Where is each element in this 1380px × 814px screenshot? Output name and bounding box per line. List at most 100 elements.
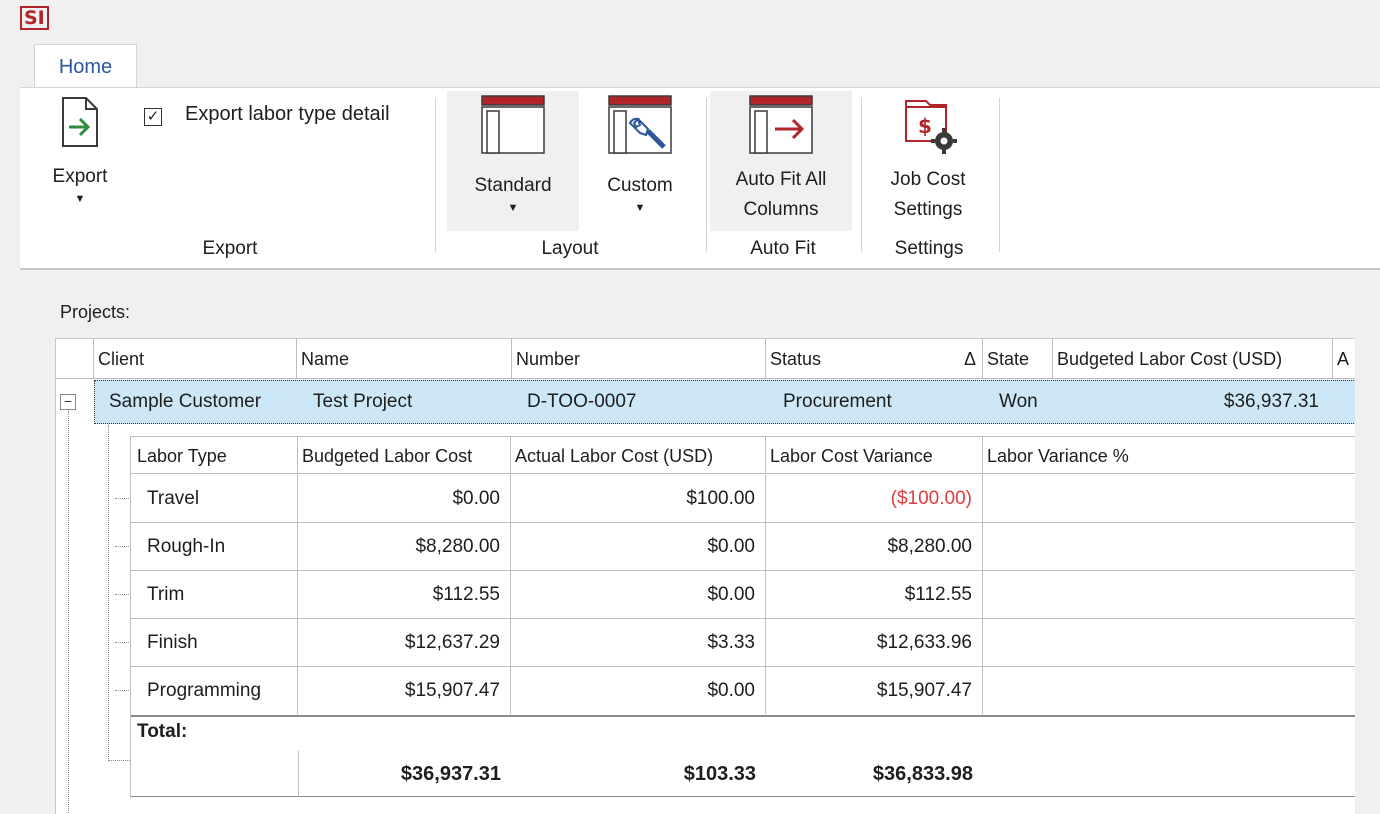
cell-variance-pct <box>983 619 1355 666</box>
projects-grid: Client Name Number Status Δ State Budget… <box>55 338 1355 814</box>
job-cost-settings-label-line1: Job Cost <box>890 169 966 190</box>
cell-status: Procurement <box>783 391 892 412</box>
cell-variance: $15,907.47 <box>766 667 983 714</box>
column-header-labor-cost-variance[interactable]: Labor Cost Variance <box>766 436 983 474</box>
cell-actual: $0.00 <box>511 571 766 618</box>
sort-ascending-icon: Δ <box>963 349 976 369</box>
svg-text:$: $ <box>918 114 932 138</box>
cell-labor-type: Programming <box>131 667 298 714</box>
table-row[interactable]: Programming $15,907.47 $0.00 $15,907.47 <box>131 667 1355 715</box>
total-row: Total: $36,937.31 $103.33 $36,833.98 <box>131 715 1355 797</box>
group-separator <box>435 98 436 252</box>
custom-layout-button[interactable]: Custom ▼ <box>590 91 690 231</box>
cell-budgeted: $0.00 <box>298 475 511 522</box>
cell-actual: $0.00 <box>511 523 766 570</box>
cell-variance-pct <box>983 571 1355 618</box>
job-cost-settings-button[interactable]: $ Job Cost Settings <box>870 91 986 231</box>
group-separator <box>861 98 862 252</box>
cell-budgeted: $8,280.00 <box>298 523 511 570</box>
tree-line <box>108 425 109 761</box>
projects-label: Projects: <box>60 302 131 322</box>
group-separator <box>706 98 707 252</box>
total-actual: $103.33 <box>683 763 756 785</box>
total-label: Total: <box>137 721 188 742</box>
cell-budgeted: $15,907.47 <box>298 667 511 714</box>
column-header-status[interactable]: Status Δ <box>766 339 983 379</box>
table-row[interactable]: Rough-In $8,280.00 $0.00 $8,280.00 <box>131 523 1355 571</box>
cell-client: Sample Customer <box>109 391 262 412</box>
cell-variance: $112.55 <box>766 571 983 618</box>
grid-header-spacer <box>56 339 94 379</box>
column-header-number[interactable]: Number <box>512 339 766 379</box>
tree-line <box>115 594 129 595</box>
cell-variance: $8,280.00 <box>766 523 983 570</box>
cell-variance-pct <box>983 523 1355 570</box>
cell-variance-pct <box>983 475 1355 522</box>
cell-actual: $100.00 <box>511 475 766 522</box>
table-row[interactable]: Trim $112.55 $0.00 $112.55 <box>131 571 1355 619</box>
group-label-layout: Layout <box>541 238 599 259</box>
export-icon <box>62 97 98 147</box>
cell-actual: $3.33 <box>511 619 766 666</box>
tree-line <box>115 690 129 691</box>
table-row[interactable]: Finish $12,637.29 $3.33 $12,633.96 <box>131 619 1355 667</box>
cell-labor-type: Finish <box>131 619 298 666</box>
collapse-icon[interactable]: − <box>60 394 76 410</box>
cell-budgeted: $112.55 <box>298 571 511 618</box>
column-header-labor-type[interactable]: Labor Type <box>131 436 298 474</box>
tree-line <box>68 411 69 814</box>
table-row[interactable]: Travel $0.00 $100.00 ($100.00) <box>131 475 1355 523</box>
column-header-actual-labor-cost[interactable]: Actual Labor Cost (USD) <box>511 436 766 474</box>
ribbon: Export ▼ ✓ Export labor type detail Expo… <box>20 87 1380 270</box>
job-cost-settings-label-line2: Settings <box>893 199 963 220</box>
tab-home[interactable]: Home <box>34 44 137 88</box>
standard-layout-button[interactable]: Standard ▼ <box>447 91 579 231</box>
column-header-client[interactable]: Client <box>94 339 297 379</box>
total-budgeted: $36,937.31 <box>400 763 501 785</box>
cell-number: D-TOO-0007 <box>527 391 637 412</box>
total-variance: $36,833.98 <box>872 763 973 785</box>
auto-fit-all-columns-button[interactable]: Auto Fit All Columns <box>710 91 852 231</box>
cell-variance: ($100.00) <box>766 475 983 522</box>
chevron-down-icon: ▼ <box>634 202 646 214</box>
cell-variance: $12,633.96 <box>766 619 983 666</box>
cell-budgeted-labor-cost: $36,937.31 <box>1223 391 1319 412</box>
chevron-down-icon: ▼ <box>507 202 519 214</box>
cell-name: Test Project <box>313 391 413 412</box>
column-header-truncated[interactable]: A <box>1333 339 1355 379</box>
column-header-state[interactable]: State <box>983 339 1053 379</box>
group-label-export: Export <box>202 238 258 259</box>
export-button[interactable]: Export ▼ <box>40 96 120 226</box>
group-separator <box>999 98 1000 252</box>
labor-detail-grid: Labor Type Budgeted Labor Cost Actual La… <box>115 436 1355 798</box>
cell-labor-type: Travel <box>131 475 298 522</box>
app-logo: SI <box>20 6 49 30</box>
column-header-name[interactable]: Name <box>297 339 512 379</box>
auto-fit-label-line2: Columns <box>743 199 819 220</box>
export-button-label: Export <box>52 166 108 187</box>
column-header-budgeted-labor-cost[interactable]: Budgeted Labor Cost <box>298 436 511 474</box>
column-header-budgeted-labor-cost[interactable]: Budgeted Labor Cost (USD) <box>1053 339 1333 379</box>
tree-line <box>115 642 129 643</box>
column-header-labor-variance-pct[interactable]: Labor Variance % <box>983 436 1355 474</box>
cell-state: Won <box>999 391 1038 412</box>
cell-labor-type: Trim <box>131 571 298 618</box>
tree-line <box>108 760 130 761</box>
group-label-settings: Settings <box>894 238 964 259</box>
tree-line <box>115 546 129 547</box>
standard-layout-label: Standard <box>474 175 552 196</box>
custom-layout-icon <box>608 95 672 154</box>
cell-variance-pct <box>983 667 1355 714</box>
export-labor-detail-label: Export labor type detail <box>185 103 390 125</box>
table-row[interactable]: Sample Customer Test Project D-TOO-0007 … <box>94 380 1355 424</box>
job-cost-settings-icon: $ <box>905 100 957 154</box>
export-labor-detail-checkbox[interactable]: ✓ <box>144 108 162 126</box>
tree-line <box>115 498 129 499</box>
divider <box>298 751 299 797</box>
cell-budgeted: $12,637.29 <box>298 619 511 666</box>
chevron-down-icon: ▼ <box>74 193 86 205</box>
cell-labor-type: Rough-In <box>131 523 298 570</box>
auto-fit-icon <box>749 95 813 154</box>
standard-layout-icon <box>481 95 545 154</box>
column-header-status-label: Status <box>770 349 822 369</box>
